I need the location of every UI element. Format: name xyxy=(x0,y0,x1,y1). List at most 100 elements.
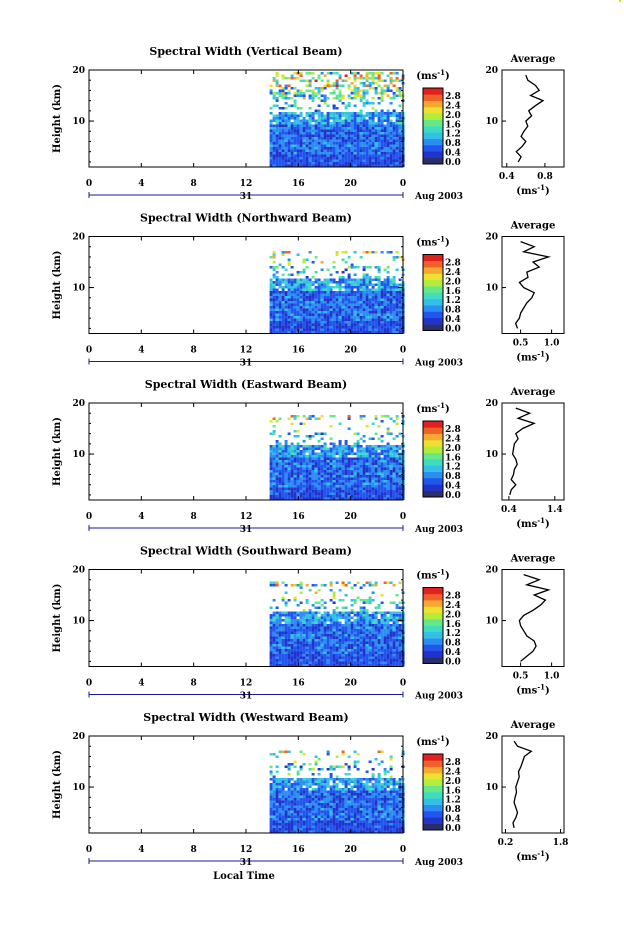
average-profile-line xyxy=(515,74,545,163)
corner-mark xyxy=(619,0,621,2)
x-tick-label: 4 xyxy=(138,179,144,189)
colorbar-tick-label: 2.8 xyxy=(445,92,461,102)
colorbar-segment xyxy=(423,804,443,812)
colorbar-tick-label: 2.0 xyxy=(445,610,461,620)
colorbar-tick-label: 0.0 xyxy=(445,158,461,168)
average-unit: (ms-1) xyxy=(516,683,549,697)
colorbar-tick-label: 0.4 xyxy=(445,815,461,825)
average-y-tick-label: 10 xyxy=(485,450,498,460)
colorbar-segment xyxy=(423,766,443,774)
colorbar-tick-label: 0.4 xyxy=(445,315,461,325)
colorbar-segment xyxy=(423,619,443,626)
heatmap-cells xyxy=(269,415,405,500)
average-title: Average xyxy=(510,54,556,65)
colorbar-segment xyxy=(423,421,443,428)
y-tick-label: 20 xyxy=(72,399,85,409)
colorbar-segment xyxy=(423,587,443,595)
average-frame xyxy=(501,735,565,834)
colorbar-frame xyxy=(422,753,444,831)
heatmap-cells xyxy=(269,750,405,833)
average-y-tick-label: 20 xyxy=(485,566,498,576)
colorbar-segment xyxy=(423,157,443,165)
x-tick-label: 16 xyxy=(292,179,305,189)
colorbar-segment xyxy=(423,452,443,460)
colorbar-segment xyxy=(423,779,443,786)
colorbar-tick-label: 2.4 xyxy=(445,767,461,777)
colorbar-segment xyxy=(423,286,443,293)
date-label: Aug 2003 xyxy=(414,192,463,202)
y-tick-label: 10 xyxy=(72,617,85,627)
average-title: Average xyxy=(510,387,556,398)
average-x-tick-label: 0.5 xyxy=(513,672,529,682)
colorbar-tick-label: 0.8 xyxy=(445,306,461,316)
x-tick-label: 12 xyxy=(240,845,253,855)
colorbar-tick-label: 2.0 xyxy=(445,111,461,121)
average-unit: (ms-1) xyxy=(516,183,549,197)
colorbar-segment xyxy=(423,311,443,319)
y-tick-label: 20 xyxy=(72,66,85,76)
panel-title: Spectral Width (Northward Beam) xyxy=(140,212,352,225)
colorbar-segment xyxy=(423,273,443,281)
average-profile-line xyxy=(509,407,536,496)
colorbar-tick-label: 2.8 xyxy=(445,758,461,768)
panel-title: Spectral Width (Eastward Beam) xyxy=(145,378,347,391)
colorbar-unit: (ms-1) xyxy=(416,68,449,82)
y-axis-label: Height (km) xyxy=(52,750,63,819)
colorbar-segment xyxy=(423,606,443,614)
x-tick-label: 20 xyxy=(344,179,357,189)
colorbar-tick-label: 0.8 xyxy=(445,472,461,482)
colorbar-segment xyxy=(423,625,443,633)
colorbar-tick-label: 1.6 xyxy=(445,786,461,796)
colorbar-segment xyxy=(423,119,443,127)
average-y-tick-label: 10 xyxy=(485,617,498,627)
colorbar-segment xyxy=(423,113,443,120)
heatmap-cells xyxy=(269,72,405,167)
average-frame xyxy=(501,236,565,334)
colorbar-tick-label: 1.2 xyxy=(445,796,461,806)
colorbar-segment xyxy=(423,427,443,434)
average-y-tick-label: 20 xyxy=(485,399,498,409)
average-x-tick-label: 1.0 xyxy=(544,339,560,349)
colorbar-segment xyxy=(423,440,443,447)
colorbar-frame xyxy=(422,420,444,498)
x-tick-label: 12 xyxy=(240,512,253,522)
colorbar-segment xyxy=(423,446,443,453)
date-label: Aug 2003 xyxy=(414,692,463,702)
y-tick-label: 10 xyxy=(72,450,85,460)
colorbar-tick-label: 1.6 xyxy=(445,620,461,630)
colorbar-segment xyxy=(423,792,443,799)
y-tick-label: 20 xyxy=(72,566,85,576)
colorbar-tick-label: 0.8 xyxy=(445,805,461,815)
day-label: 31 xyxy=(240,858,253,868)
colorbar-segment xyxy=(423,754,443,761)
average-x-tick-label: 0.4 xyxy=(499,172,515,182)
colorbar-tick-label: 0.8 xyxy=(445,639,461,649)
colorbar-segment xyxy=(423,593,443,601)
average-x-tick-label: 1.0 xyxy=(544,672,560,682)
x-tick-label: 16 xyxy=(292,679,305,689)
colorbar-tick-label: 0.0 xyxy=(445,658,461,668)
average-frame xyxy=(501,569,565,667)
colorbar-tick-label: 0.8 xyxy=(445,139,461,149)
x-tick-label: 20 xyxy=(344,679,357,689)
colorbar-segment xyxy=(423,260,443,268)
panel-title: Spectral Width (Southward Beam) xyxy=(140,545,352,558)
colorbar-tick-label: 2.8 xyxy=(445,592,461,602)
colorbar-frame xyxy=(422,87,444,165)
x-tick-label: 12 xyxy=(240,679,253,689)
average-x-tick-label: 0.5 xyxy=(513,339,529,349)
heatmap-cells xyxy=(269,251,405,334)
average-frame xyxy=(501,402,565,501)
average-unit: (ms-1) xyxy=(516,849,549,863)
x-tick-label: 0 xyxy=(400,346,406,356)
colorbar-tick-label: 1.2 xyxy=(445,463,461,473)
x-tick-label: 0 xyxy=(400,512,406,522)
x-tick-label: 4 xyxy=(138,679,144,689)
colorbar-segment xyxy=(423,151,443,158)
average-y-tick-label: 20 xyxy=(485,66,498,76)
colorbar-tick-label: 2.4 xyxy=(445,101,461,111)
colorbar-segment xyxy=(423,465,443,472)
average-x-tick-label: 0.4 xyxy=(501,505,517,515)
colorbar-unit: (ms-1) xyxy=(416,401,449,415)
colorbar-tick-label: 0.0 xyxy=(445,824,461,834)
